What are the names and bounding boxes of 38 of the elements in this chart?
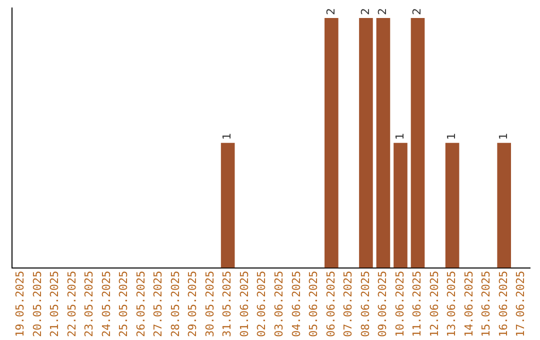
- x-tick-label: 08.06.2025: [358, 270, 372, 338]
- data-label: 2: [376, 8, 390, 15]
- x-tick-label: 05.06.2025: [307, 270, 320, 338]
- x-tick-label: 23.05.2025: [82, 270, 96, 338]
- data-label: 1: [220, 132, 234, 140]
- data-label: 2: [358, 8, 372, 15]
- x-tick-label: 01.06.2025: [238, 270, 251, 338]
- x-tick-label: 27.05.2025: [152, 270, 165, 338]
- x-tick-label: 16.06.2025: [496, 270, 510, 338]
- data-label: 1: [445, 132, 458, 140]
- x-tick-label: 22.05.2025: [65, 270, 78, 338]
- x-tick-label: 20.05.2025: [30, 270, 44, 338]
- x-tick-label: 17.06.2025: [514, 270, 528, 338]
- x-tick-label: 14.06.2025: [462, 270, 476, 338]
- x-tick-label: 26.05.2025: [134, 270, 148, 338]
- x-tick-label: 02.06.2025: [255, 270, 268, 338]
- x-tick-label: 29.05.2025: [186, 270, 200, 338]
- data-label: 1: [496, 132, 510, 140]
- x-tick-label: 28.05.2025: [168, 270, 182, 338]
- x-tick-label: 12.06.2025: [428, 270, 441, 338]
- x-tick-label: 11.06.2025: [410, 270, 424, 338]
- x-tick-label: 24.05.2025: [100, 270, 113, 338]
- x-tick-label: 09.06.2025: [376, 270, 390, 338]
- x-tick-label: 30.05.2025: [203, 270, 216, 338]
- x-tick-label: 06.06.2025: [324, 270, 338, 338]
- x-tick-label: 10.06.2025: [393, 270, 406, 338]
- x-tick-label: 31.05.2025: [220, 270, 234, 338]
- x-tick-label: 04.06.2025: [290, 270, 303, 338]
- x-tick-label: 07.06.2025: [342, 270, 355, 338]
- x-tick-label: 21.05.2025: [48, 270, 62, 338]
- data-label: 2: [410, 8, 424, 15]
- x-tick-label: 13.06.2025: [445, 270, 458, 338]
- data-label: 1: [393, 132, 406, 140]
- x-tick-label: 03.06.2025: [272, 270, 286, 338]
- x-tick-label: 19.05.2025: [13, 270, 26, 338]
- x-tick-label: 15.06.2025: [480, 270, 493, 338]
- data-label: 2: [324, 8, 338, 15]
- x-tick-label: 25.05.2025: [117, 270, 130, 338]
